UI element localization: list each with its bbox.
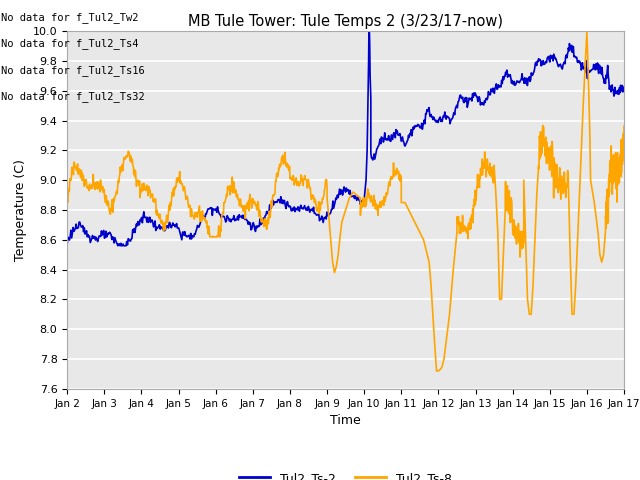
Tul2_Ts-8	[271, 178, 279, 184]
Tul2_Ts-8	[433, 368, 440, 374]
Tul2_Ts-2	[96, 233, 104, 239]
Tul2_Ts-2	[486, 92, 493, 98]
Tul2_Ts-2	[414, 121, 422, 127]
Legend: Tul2_Ts-2, Tul2_Ts-8: Tul2_Ts-2, Tul2_Ts-8	[234, 467, 457, 480]
Tul2_Ts-8	[583, 28, 591, 34]
Title: MB Tule Tower: Tule Temps 2 (3/23/17-now): MB Tule Tower: Tule Temps 2 (3/23/17-now…	[188, 13, 503, 29]
X-axis label: Time: Time	[330, 414, 361, 427]
Tul2_Ts-2	[578, 66, 586, 72]
Tul2_Ts-8	[63, 196, 71, 202]
Text: No data for f_Tul2_Ts4: No data for f_Tul2_Ts4	[1, 38, 139, 49]
Tul2_Ts-2	[63, 241, 71, 247]
Tul2_Ts-8	[620, 123, 628, 129]
Tul2_Ts-8	[380, 203, 388, 208]
Y-axis label: Temperature (C): Temperature (C)	[14, 159, 28, 261]
Tul2_Ts-8	[250, 200, 257, 206]
Text: No data for f_Tul2_Ts16: No data for f_Tul2_Ts16	[1, 65, 145, 76]
Line: Tul2_Ts-2: Tul2_Ts-2	[67, 24, 624, 246]
Tul2_Ts-2	[365, 21, 373, 26]
Tul2_Ts-8	[509, 224, 517, 230]
Tul2_Ts-2	[532, 63, 540, 69]
Text: No data for f_Tul2_Ts32: No data for f_Tul2_Ts32	[1, 91, 145, 102]
Line: Tul2_Ts-8: Tul2_Ts-8	[67, 31, 624, 371]
Tul2_Ts-2	[191, 231, 198, 237]
Tul2_Ts-2	[620, 84, 628, 90]
Tul2_Ts-8	[258, 217, 266, 223]
Tul2_Ts-8	[511, 232, 518, 238]
Text: No data for f_Tul2_Tw2: No data for f_Tul2_Tw2	[1, 12, 139, 23]
Tul2_Ts-2	[114, 243, 122, 249]
